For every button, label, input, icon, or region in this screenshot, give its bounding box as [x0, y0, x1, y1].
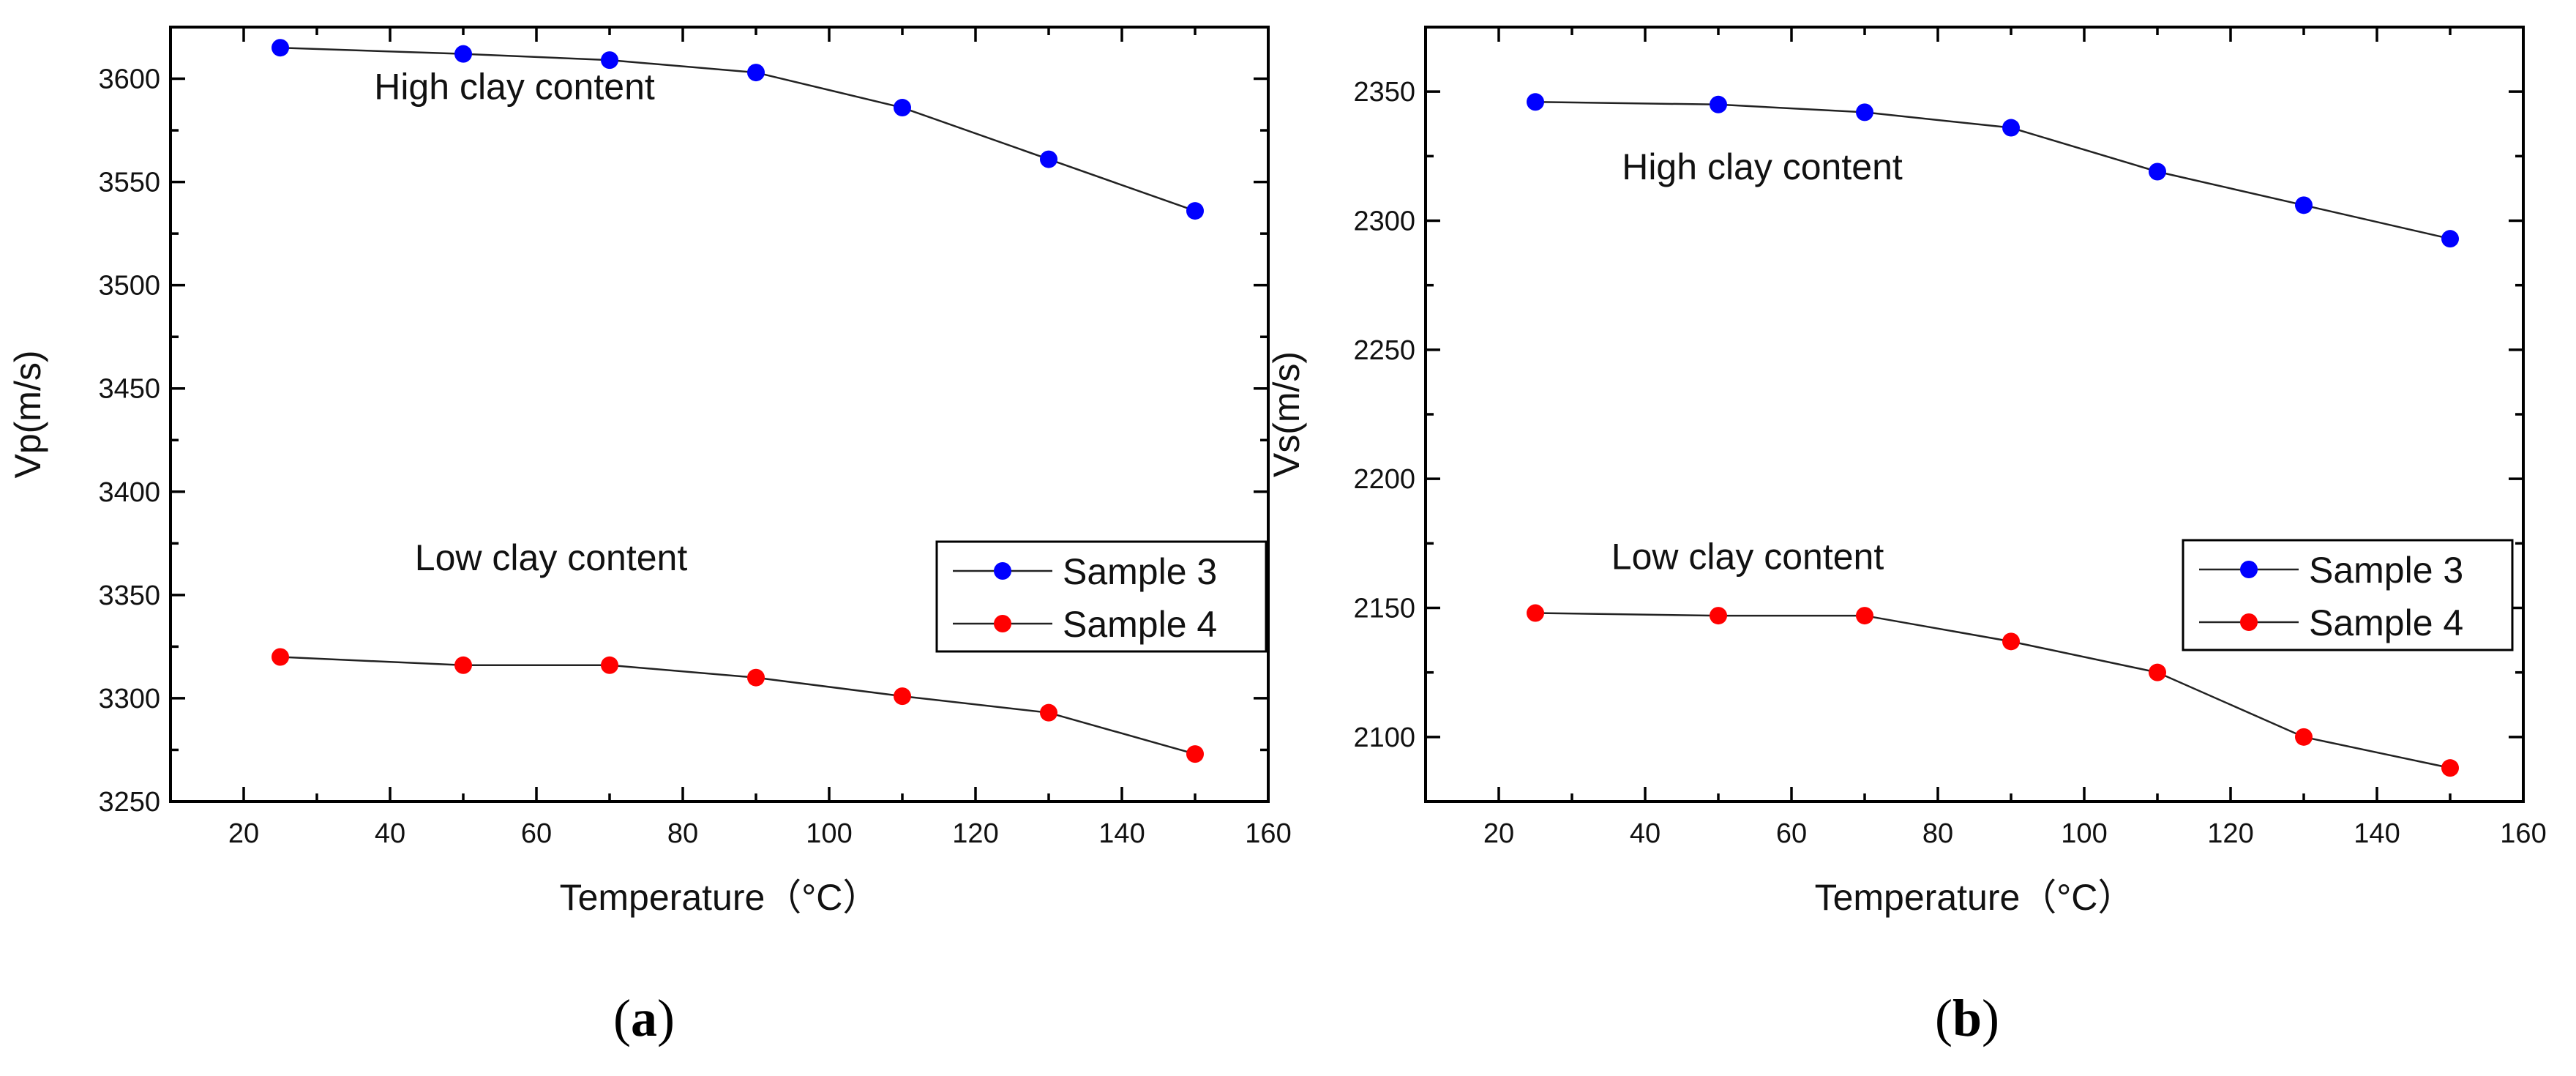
legend-label: Sample 4 — [1063, 604, 1217, 645]
x-tick-label: 60 — [521, 818, 552, 849]
data-point-sample-4 — [894, 687, 911, 706]
data-point-sample-3 — [454, 45, 472, 63]
data-point-sample-4 — [2441, 759, 2459, 777]
x-tick-label: 120 — [2207, 818, 2253, 849]
y-tick-label: 3550 — [98, 168, 160, 198]
data-point-sample-3 — [1856, 103, 1873, 122]
legend-label: Sample 3 — [1063, 551, 1217, 592]
legend-marker — [2240, 561, 2258, 578]
data-point-sample-4 — [1186, 745, 1204, 763]
data-point-sample-3 — [894, 99, 911, 117]
annotation: Low clay content — [415, 537, 688, 578]
x-tick-label: 140 — [1098, 818, 1145, 849]
x-axis-label: Temperature（°C） — [1815, 877, 2135, 918]
data-point-sample-3 — [2295, 196, 2313, 214]
x-tick-label: 80 — [1922, 818, 1953, 849]
legend-box — [2182, 539, 2514, 651]
data-point-sample-4 — [601, 656, 618, 674]
x-tick-label: 40 — [1630, 818, 1660, 849]
data-point-sample-3 — [1186, 202, 1204, 220]
data-point-sample-4 — [454, 656, 472, 674]
legend: Sample 3 Sample 4 — [2182, 539, 2514, 651]
chart-panel-a: 20 40 60 80 100 120 140 160 3250 3300 3350 3400 3450… — [7, 26, 1292, 1047]
y-tick-label: 2300 — [1353, 206, 1415, 237]
data-point-sample-3 — [272, 39, 289, 57]
series-line-sample-4 — [280, 656, 1196, 755]
data-point-sample-3 — [1710, 95, 1727, 113]
chart-panel-b: 20 40 60 80 100 120 140 160 2100 2150 2200 2250 2300… — [1266, 26, 2547, 1047]
legend-box — [935, 540, 1268, 653]
legend-marker — [2240, 613, 2258, 631]
data-point-sample-3 — [2441, 230, 2459, 248]
annotation: High clay content — [374, 67, 655, 108]
legend-label: Sample 3 — [2309, 550, 2463, 591]
y-tick-label: 2150 — [1353, 594, 1415, 624]
x-tick-label: 120 — [952, 818, 998, 849]
data-point-sample-3 — [601, 51, 618, 70]
y-tick-label: 2200 — [1353, 464, 1415, 495]
x-tick-label: 80 — [667, 818, 698, 849]
y-axis-label: Vp(m/s) — [7, 351, 48, 479]
data-point-sample-4 — [2002, 632, 2020, 651]
x-tick-label: 100 — [806, 818, 852, 849]
panel-label: (a) — [613, 989, 675, 1047]
y-tick-label: 3250 — [98, 787, 160, 818]
y-tick-label: 2100 — [1353, 722, 1415, 753]
legend-marker — [994, 615, 1011, 632]
legend: Sample 3 Sample 4 — [935, 540, 1268, 653]
x-tick-label: 160 — [1245, 818, 1291, 849]
data-point-sample-3 — [2002, 119, 2020, 137]
y-tick-label: 3500 — [98, 271, 160, 302]
y-tick-label: 3300 — [98, 684, 160, 714]
legend-label: Sample 4 — [2309, 602, 2463, 643]
plot-frame — [169, 26, 1270, 803]
y-axis-label: Vs(m/s) — [1266, 351, 1307, 477]
data-point-sample-4 — [747, 668, 765, 687]
panel-letter: a — [631, 989, 657, 1047]
x-tick-label: 160 — [2500, 818, 2546, 849]
x-tick-label: 100 — [2061, 818, 2107, 849]
panel-label: (b) — [1935, 989, 1999, 1047]
data-point-sample-3 — [2149, 162, 2166, 181]
x-tick-label: 20 — [228, 818, 259, 849]
x-tick-label: 60 — [1776, 818, 1807, 849]
x-tick-label: 140 — [2354, 818, 2400, 849]
plot-frame — [1424, 26, 2525, 803]
data-point-sample-3 — [1040, 150, 1057, 168]
data-point-sample-4 — [1527, 604, 1544, 622]
data-point-sample-4 — [1710, 607, 1727, 625]
annotation: Low clay content — [1611, 537, 1884, 578]
y-tick-label: 3450 — [98, 374, 160, 405]
data-point-sample-4 — [272, 648, 289, 666]
y-tick-label: 2350 — [1353, 77, 1415, 108]
annotation: High clay content — [1622, 146, 1903, 187]
data-point-sample-4 — [2295, 728, 2313, 746]
legend-marker — [994, 562, 1011, 580]
y-tick-label: 2250 — [1353, 335, 1415, 366]
data-point-sample-4 — [1040, 703, 1057, 722]
x-tick-label: 40 — [375, 818, 405, 849]
y-tick-label: 3600 — [98, 64, 160, 95]
x-axis-label: Temperature（°C） — [560, 877, 880, 918]
data-point-sample-4 — [1856, 607, 1873, 625]
y-tick-label: 3350 — [98, 580, 160, 611]
y-tick-label: 3400 — [98, 477, 160, 508]
panel-letter: b — [1952, 989, 1982, 1047]
x-tick-label: 20 — [1483, 818, 1514, 849]
data-point-sample-3 — [1527, 93, 1544, 111]
data-point-sample-4 — [2149, 663, 2166, 681]
data-point-sample-3 — [747, 64, 765, 82]
